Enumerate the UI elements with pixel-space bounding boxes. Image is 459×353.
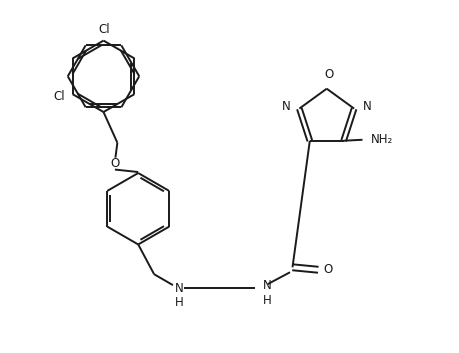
Text: H: H <box>174 295 183 309</box>
Text: Cl: Cl <box>99 23 110 36</box>
Text: N: N <box>263 279 271 292</box>
Text: O: O <box>325 68 334 81</box>
Text: O: O <box>110 157 119 170</box>
Text: O: O <box>323 263 332 276</box>
Text: Cl: Cl <box>54 90 65 103</box>
Text: N: N <box>282 100 291 113</box>
Text: N: N <box>174 282 183 295</box>
Text: N: N <box>363 100 372 113</box>
Text: H: H <box>263 294 271 307</box>
Text: NH₂: NH₂ <box>371 133 393 146</box>
